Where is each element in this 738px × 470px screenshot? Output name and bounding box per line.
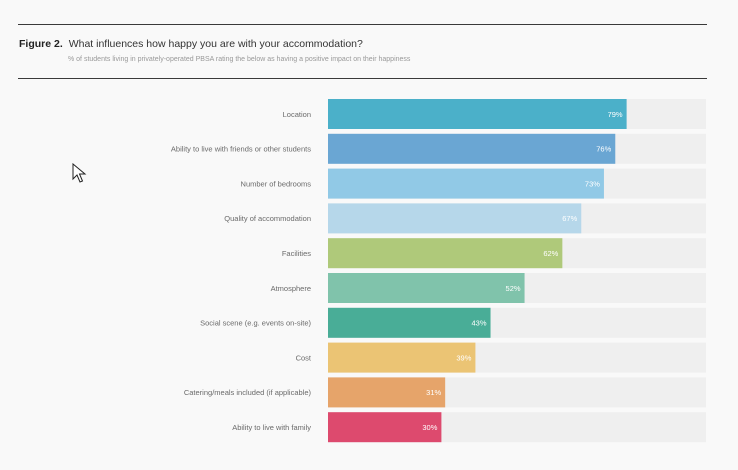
bar-3 bbox=[328, 203, 582, 234]
category-label: Quality of accommodation bbox=[224, 214, 311, 223]
bar-5 bbox=[328, 273, 525, 303]
category-label: Ability to live with friends or other st… bbox=[171, 145, 311, 154]
category-label: Number of bedrooms bbox=[241, 179, 312, 188]
category-label: Catering/meals included (if applicable) bbox=[184, 388, 312, 397]
value-label: 62% bbox=[543, 249, 558, 258]
bar-1 bbox=[328, 133, 616, 164]
bar-8 bbox=[328, 377, 446, 408]
bar-chart-layer: Location 79% Ability to live with friends … bbox=[171, 99, 706, 443]
figure-title: What influences how happy you are with y… bbox=[68, 38, 363, 50]
category-label: Facilities bbox=[282, 249, 311, 258]
bar-9 bbox=[328, 412, 442, 443]
value-label: 43% bbox=[472, 319, 487, 328]
value-label: 67% bbox=[562, 214, 577, 223]
value-label: 79% bbox=[608, 110, 623, 119]
category-label: Atmosphere bbox=[271, 284, 311, 293]
bar-0 bbox=[328, 99, 627, 129]
mouse-cursor-icon bbox=[72, 163, 87, 183]
figure-heading: Figure 2. What influences how happy you … bbox=[19, 38, 363, 50]
value-label: 39% bbox=[456, 353, 471, 362]
bar-7 bbox=[328, 342, 476, 373]
bar-4 bbox=[328, 238, 563, 269]
figure-label: Figure 2. bbox=[19, 38, 63, 50]
heading-rule bbox=[18, 78, 707, 79]
value-label: 30% bbox=[422, 423, 437, 432]
value-label: 31% bbox=[426, 388, 441, 397]
category-label: Ability to live with family bbox=[232, 423, 311, 432]
bar-2 bbox=[328, 168, 604, 199]
top-rule bbox=[18, 24, 707, 25]
value-label: 76% bbox=[596, 145, 611, 154]
figure-subtitle: % of students living in privately-operat… bbox=[68, 56, 411, 63]
value-label: 73% bbox=[585, 179, 600, 188]
category-label: Social scene (e.g. events on-site) bbox=[200, 319, 311, 328]
value-label: 52% bbox=[506, 284, 521, 293]
category-label: Location bbox=[283, 110, 311, 119]
category-label: Cost bbox=[296, 353, 312, 362]
bar-6 bbox=[328, 307, 491, 338]
